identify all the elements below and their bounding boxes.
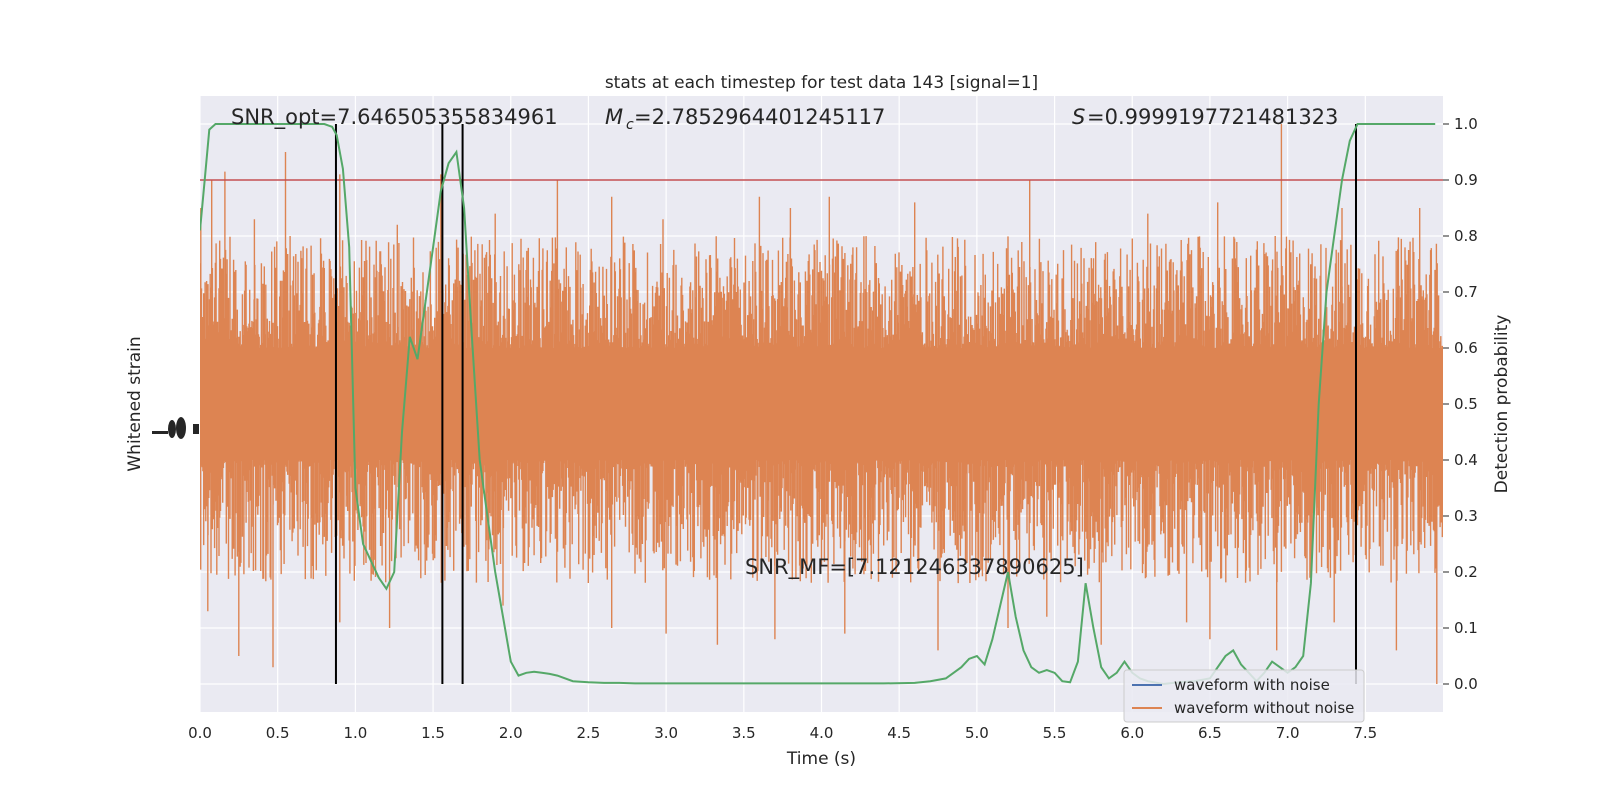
legend: waveform with noise waveform without noi… (1123, 669, 1365, 723)
y-tick-label: 0.3 (1454, 507, 1478, 525)
x-tick-label: 2.5 (577, 724, 601, 742)
svg-text:M: M (605, 105, 623, 129)
x-tick-label: 5.0 (965, 724, 989, 742)
waveform-spikes (200, 124, 1443, 684)
x-tick-label: 5.5 (1043, 724, 1067, 742)
y-tick-label: 0.7 (1454, 283, 1478, 301)
annotation-snr-mf: SNR_MF=[7.121246337890625] (745, 555, 1084, 580)
svg-text:=0.9999197721481323: =0.9999197721481323 (1087, 105, 1338, 129)
x-tick-label: 0.5 (266, 724, 290, 742)
y-tick-label: 0.4 (1454, 451, 1478, 469)
y-axis-label-left: Whitened strain (125, 336, 145, 471)
x-tick-label: 6.0 (1120, 724, 1144, 742)
detection-markers (334, 124, 1357, 684)
legend-box (1123, 669, 1365, 723)
chart-title: stats at each timestep for test data 143… (605, 73, 1038, 93)
y-tick-label: 0.9 (1454, 171, 1478, 189)
x-tick-label: 2.0 (499, 724, 523, 742)
legend-label-with-noise: waveform with noise (1174, 676, 1330, 694)
y-tick-label: 0.0 (1454, 675, 1478, 693)
x-axis-label: Time (s) (786, 749, 856, 769)
y-tick-label: 0.2 (1454, 563, 1478, 581)
y-axis-label-right: Detection probability (1492, 315, 1512, 494)
x-tick-label: 7.5 (1353, 724, 1377, 742)
y-tick-label: 0.5 (1454, 395, 1478, 413)
x-tick-label: 7.0 (1276, 724, 1300, 742)
x-tick-label: 4.0 (810, 724, 834, 742)
svg-text:c: c (626, 117, 634, 133)
x-tick-label: 1.0 (343, 724, 367, 742)
annotation-mc: M c =2.7852964401245117 (605, 105, 885, 133)
x-axis-ticks: 0.0 0.5 1.0 1.5 2.0 2.5 3.0 3.5 4.0 4.5 5.0 5.5 6.0 6… (188, 724, 1377, 742)
left-axis-ticks (152, 417, 199, 439)
x-tick-label: 1.5 (421, 724, 445, 742)
y-tick-label: 1.0 (1454, 115, 1478, 133)
x-tick-label: 0.0 (188, 724, 212, 742)
legend-label-without-noise: waveform without noise (1174, 699, 1354, 717)
y-tick-label: 0.6 (1454, 339, 1478, 357)
y-tick-label: 0.8 (1454, 227, 1478, 245)
y-axis-ticks-right: 0.0 0.1 0.2 0.3 0.4 0.5 0.6 0.7 0.8 0.9 1.0 (1443, 115, 1478, 693)
y-tick-label: 0.1 (1454, 619, 1478, 637)
annotation-s: S =0.9999197721481323 (1072, 105, 1338, 129)
svg-text:=2.7852964401245117: =2.7852964401245117 (634, 105, 885, 129)
svg-text:S: S (1072, 105, 1085, 129)
x-tick-label: 6.5 (1198, 724, 1222, 742)
annotation-snr-opt: SNR_opt=7.646505355834961 (231, 105, 558, 130)
x-tick-label: 4.5 (887, 724, 911, 742)
x-tick-label: 3.0 (654, 724, 678, 742)
x-tick-label: 3.5 (732, 724, 756, 742)
